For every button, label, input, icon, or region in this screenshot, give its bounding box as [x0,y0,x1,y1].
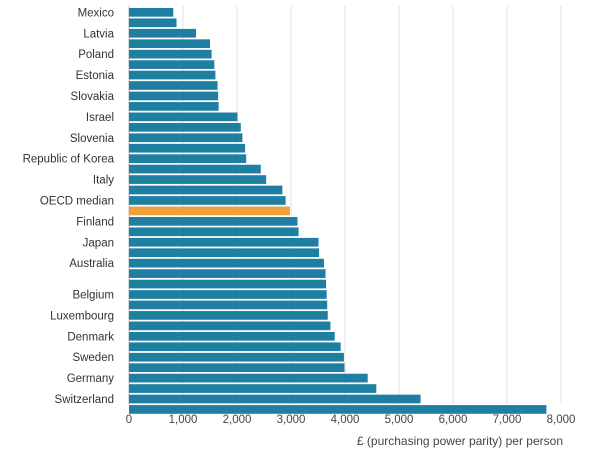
bar [129,311,328,320]
bar [129,384,377,393]
x-tick-label: 2,000 [223,414,252,426]
x-tick-label: 1,000 [169,414,198,426]
category-label: Japan [83,237,114,249]
bar [129,143,246,153]
bar [129,373,368,383]
x-tick-label: 8,000 [547,414,576,426]
bar [129,28,196,38]
bar [129,290,327,299]
bar [129,394,421,404]
bar [129,81,218,90]
category-label: Sweden [72,352,114,364]
category-label: Estonia [76,70,115,82]
category-label: Slovakia [71,91,115,103]
bar-highlight [129,206,290,216]
bar [129,164,261,174]
bar [129,154,247,163]
bar [129,60,215,69]
category-label: Republic of Korea [23,154,115,166]
category-label: Slovenia [70,133,115,145]
category-label: Germany [67,373,115,385]
bar [129,185,283,195]
bar [129,8,174,17]
bar [129,112,238,122]
bar [129,363,345,372]
bar [129,258,324,268]
bar [129,70,216,80]
bar [129,300,328,310]
bar [129,175,267,184]
x-tick-labels: 0 1,000 2,000 3,000 4,000 5,000 6,000 7,000 8,00… [126,414,576,426]
category-label: Finland [76,216,114,228]
bar [129,217,298,226]
category-label: Italy [93,175,114,187]
category-label: Luxembourg [50,310,114,322]
category-label: Poland [78,49,114,61]
bars [129,8,547,414]
bar [129,342,341,352]
x-tick-label: 0 [126,414,132,426]
x-tick-label: 7,000 [493,414,522,426]
bar [129,237,319,247]
bar [129,331,335,341]
bar [129,133,243,143]
x-tick-label: 3,000 [277,414,306,426]
bar [129,248,320,258]
x-tick-label: 4,000 [331,414,360,426]
category-label: Mexico [78,7,114,19]
bar [129,321,331,331]
bar [129,405,547,414]
category-labels: Mexico Latvia Poland Estonia Slovakia Israel S… [23,7,115,406]
bar [129,49,212,59]
bar [129,18,177,28]
bar [129,196,286,205]
category-label: Latvia [83,28,114,40]
category-label: Denmark [67,331,114,343]
bar [129,279,327,289]
bar [129,227,299,237]
x-tick-label: 6,000 [439,414,468,426]
category-label: Belgium [72,290,114,302]
x-tick-label: 5,000 [385,414,414,426]
x-axis-title: £ (purchasing power parity) per person [357,434,563,448]
category-label: Australia [69,258,114,270]
bar [129,102,219,111]
category-label: Israel [86,112,114,124]
bar [129,269,326,278]
bar [129,352,344,362]
bar [129,39,210,49]
bar [129,91,219,101]
category-label: OECD median [40,195,114,207]
bar [129,122,241,132]
category-label: Switzerland [55,394,114,406]
